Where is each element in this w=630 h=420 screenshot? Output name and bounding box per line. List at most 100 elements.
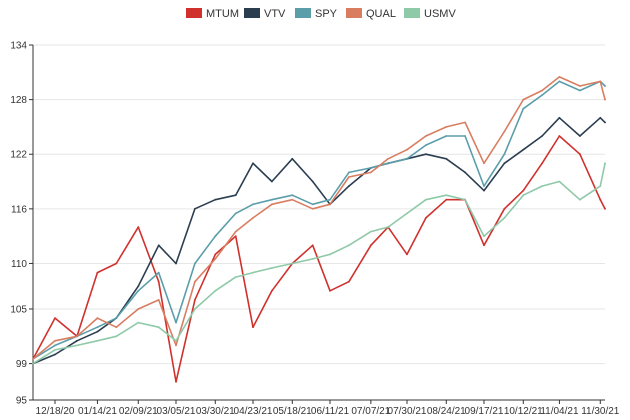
point-qual-1 bbox=[54, 339, 56, 342]
point-mtum-14 bbox=[311, 244, 314, 247]
point-qual-6 bbox=[157, 299, 160, 301]
point-usmv-3 bbox=[96, 339, 99, 342]
point-usmv-0 bbox=[32, 362, 34, 365]
point-vtv-10 bbox=[234, 194, 237, 197]
legend-swatch-qual bbox=[346, 8, 362, 18]
point-usmv-22 bbox=[464, 198, 466, 201]
point-mtum-8 bbox=[194, 299, 196, 301]
point-vtv-7 bbox=[175, 262, 177, 265]
x-tick-label-3: 03/05/21 bbox=[157, 406, 196, 417]
point-usmv-4 bbox=[115, 335, 118, 338]
point-mtum-28 bbox=[579, 153, 581, 156]
point-mtum-6 bbox=[157, 280, 160, 283]
point-qual-25 bbox=[522, 98, 525, 101]
point-qual-23 bbox=[483, 162, 485, 165]
x-tick-label-0: 12/18/20 bbox=[36, 406, 75, 417]
point-spy-15 bbox=[329, 198, 331, 201]
point-qual-17 bbox=[370, 171, 372, 174]
point-vtv-14 bbox=[311, 180, 314, 183]
point-qual-0 bbox=[32, 358, 34, 360]
point-qual-4 bbox=[115, 326, 118, 329]
point-spy-3 bbox=[96, 326, 99, 329]
point-qual-28 bbox=[579, 85, 581, 87]
point-mtum-20 bbox=[425, 217, 427, 219]
point-usmv-12 bbox=[271, 267, 273, 269]
point-spy-27 bbox=[558, 80, 561, 83]
point-vtv-27 bbox=[558, 116, 561, 119]
point-mtum-30 bbox=[604, 207, 606, 210]
point-usmv-1 bbox=[54, 349, 56, 351]
point-mtum-16 bbox=[348, 280, 350, 283]
legend-label-usmv: USMV bbox=[424, 8, 456, 20]
y-tick-label-128: 128 bbox=[10, 95, 27, 106]
point-spy-24 bbox=[503, 153, 506, 156]
point-spy-28 bbox=[579, 89, 581, 92]
point-usmv-15 bbox=[329, 253, 331, 256]
x-tick-label-12: 10/12/21 bbox=[504, 406, 543, 417]
point-qual-11 bbox=[252, 217, 254, 219]
x-tick-label-4: 03/30/21 bbox=[196, 406, 235, 417]
point-usmv-8 bbox=[194, 308, 196, 310]
point-mtum-5 bbox=[137, 226, 140, 229]
y-tick-label-116: 116 bbox=[11, 204, 27, 215]
point-spy-13 bbox=[291, 194, 294, 197]
point-usmv-16 bbox=[348, 244, 350, 247]
point-qual-10 bbox=[234, 230, 237, 233]
point-mtum-23 bbox=[483, 244, 485, 247]
point-vtv-28 bbox=[579, 135, 581, 137]
point-vtv-23 bbox=[483, 189, 485, 192]
point-qual-14 bbox=[311, 207, 314, 210]
point-usmv-26 bbox=[541, 185, 543, 188]
point-qual-24 bbox=[503, 130, 506, 133]
point-qual-21 bbox=[445, 126, 448, 128]
point-usmv-24 bbox=[503, 217, 506, 219]
point-mtum-19 bbox=[406, 253, 408, 256]
point-qual-26 bbox=[541, 89, 543, 92]
y-tick-label-110: 110 bbox=[11, 259, 27, 270]
point-mtum-15 bbox=[329, 289, 331, 292]
point-usmv-17 bbox=[370, 230, 372, 233]
point-vtv-12 bbox=[271, 180, 273, 183]
point-spy-26 bbox=[541, 94, 543, 96]
x-tick-label-10: 08/24/21 bbox=[427, 406, 466, 417]
y-tick-label-134: 134 bbox=[10, 41, 27, 52]
point-usmv-25 bbox=[522, 194, 525, 197]
point-qual-18 bbox=[387, 157, 389, 160]
point-vtv-25 bbox=[522, 148, 525, 151]
point-mtum-9 bbox=[214, 253, 217, 256]
point-mtum-17 bbox=[370, 244, 372, 247]
point-usmv-10 bbox=[234, 276, 237, 278]
x-tick-label-1: 01/14/21 bbox=[78, 406, 117, 417]
series-line-spy bbox=[32, 80, 606, 360]
point-vtv-11 bbox=[252, 162, 254, 165]
point-mtum-29 bbox=[599, 198, 602, 201]
point-mtum-4 bbox=[115, 262, 118, 265]
y-tick-label-105: 105 bbox=[10, 304, 27, 315]
point-usmv-9 bbox=[214, 289, 217, 292]
point-spy-22 bbox=[464, 135, 466, 137]
x-tick-label-8: 07/07/21 bbox=[351, 406, 390, 417]
point-vtv-24 bbox=[503, 162, 506, 165]
point-qual-22 bbox=[464, 121, 466, 124]
point-qual-12 bbox=[271, 203, 273, 206]
point-mtum-26 bbox=[541, 162, 543, 165]
point-mtum-25 bbox=[522, 189, 525, 192]
point-spy-10 bbox=[234, 212, 237, 215]
y-tick-label-95: 95 bbox=[16, 396, 28, 407]
point-vtv-16 bbox=[348, 185, 350, 188]
point-spy-16 bbox=[348, 171, 350, 174]
point-qual-30 bbox=[604, 98, 606, 101]
point-usmv-2 bbox=[76, 344, 78, 347]
point-usmv-11 bbox=[252, 271, 254, 274]
point-mtum-1 bbox=[54, 317, 56, 319]
point-vtv-21 bbox=[445, 157, 448, 160]
plot-area bbox=[32, 76, 606, 383]
x-tick-label-7: 06/11/21 bbox=[311, 406, 350, 417]
legend-swatch-mtum bbox=[186, 8, 202, 18]
point-qual-27 bbox=[558, 76, 561, 78]
point-spy-11 bbox=[252, 203, 254, 206]
point-usmv-23 bbox=[483, 235, 485, 238]
y-tick-label-99: 99 bbox=[16, 359, 28, 370]
point-vtv-3 bbox=[96, 330, 99, 333]
